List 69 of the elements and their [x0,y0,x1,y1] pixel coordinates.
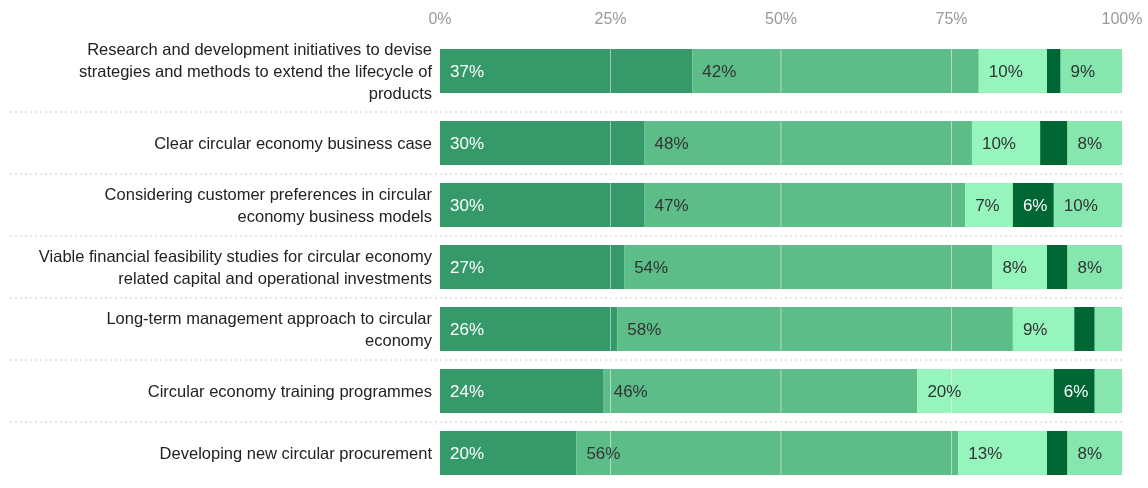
data-label: 8% [1077,133,1103,153]
bar [1094,369,1122,413]
data-label: 10% [1063,195,1098,215]
y-tick-label: Viable financial feasibility studies for circular economy related capital and operational investments [38,246,433,287]
data-label: 9% [1022,319,1048,339]
x-tick-label: 50% [764,9,798,27]
data-label: 8% [1002,257,1027,277]
x-tick-label: 100% [1101,9,1143,27]
data-label: 42% [702,61,737,81]
bar [1046,245,1068,289]
data-label: 10% [981,133,1016,153]
bar [440,245,625,289]
bar [958,431,1047,475]
bar [1074,307,1095,351]
data-label: 20% [927,381,962,401]
y-tick-label: Considering customer preferences in circular economy business models [104,184,433,225]
bar [617,307,1013,351]
bar [644,121,972,165]
bar [576,431,959,475]
data-label: 8% [1077,443,1103,463]
data-label: 58% [627,319,662,339]
y-tick-label: Circular economy training programmes [147,381,432,400]
bar [1067,431,1122,475]
data-label: 8% [1077,257,1103,277]
bar [1067,121,1122,165]
y-tick-label: Long-term management approach to circular economy [106,308,433,349]
bar [992,245,1047,289]
data-label: 30% [450,195,485,215]
bar [965,183,1013,227]
data-label: 54% [634,257,669,277]
data-label: 48% [654,133,689,153]
data-label: 10% [988,61,1023,81]
data-label: 47% [654,195,689,215]
y-tick-label: Research and development initiatives to devise strategies and methods to extend the lifecycle of products [78,39,433,102]
bar [644,183,966,227]
x-tick-label: 25% [594,9,627,27]
x-tick-label: 75% [935,9,968,27]
data-label: 9% [1070,61,1096,81]
bar [603,369,918,413]
y-tick-label: Developing new circular procurement [159,443,433,462]
bar [440,307,618,351]
bar [971,121,1041,165]
data-label: 26% [450,319,485,339]
x-tick-label: 0% [428,9,452,27]
bar [1040,121,1068,165]
bar [440,121,645,165]
y-tick-label: Clear circular economy business case [154,133,432,152]
data-label: 6% [1022,195,1048,215]
bar [624,245,993,289]
data-label: 30% [450,133,485,153]
bar [1067,245,1122,289]
data-label: 46% [613,381,648,401]
bar [1053,183,1122,227]
data-label: 13% [968,443,1003,463]
bar [1012,307,1075,351]
data-label: 20% [450,443,485,463]
data-label: 7% [975,195,1000,215]
data-label: 24% [450,381,485,401]
bar [1053,369,1095,413]
bar [440,369,604,413]
bar [917,369,1054,413]
bar [1094,307,1122,351]
bar [440,183,645,227]
bar [440,431,577,475]
bar [1012,183,1054,227]
data-label: 37% [450,61,485,81]
data-label: 6% [1063,381,1089,401]
data-label: 27% [450,257,485,277]
bar [1046,431,1068,475]
